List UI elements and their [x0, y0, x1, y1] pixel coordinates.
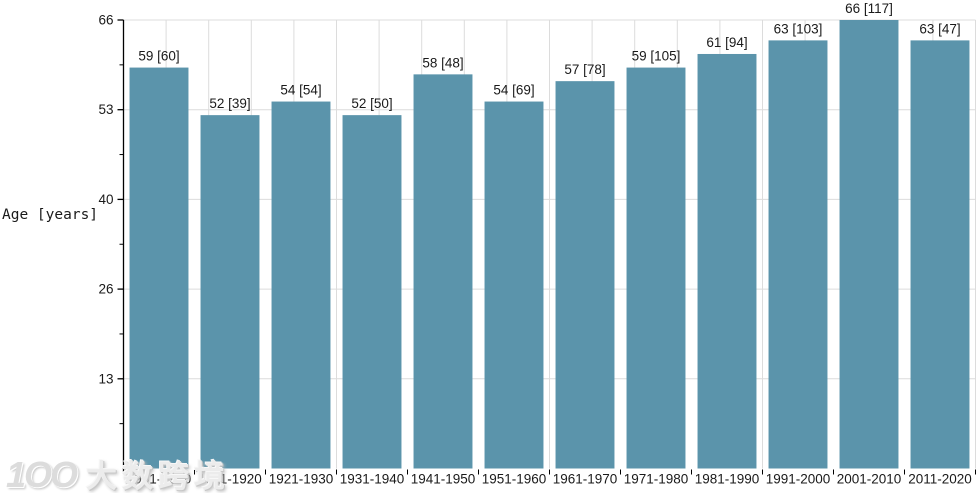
- x-axis-label: 1941-1950: [411, 472, 476, 487]
- bar-1921-1930[interactable]: [271, 101, 331, 469]
- x-axis-label: 1971-1980: [624, 472, 689, 487]
- x-axis-label: 1921-1930: [269, 472, 334, 487]
- bar-1991-2000[interactable]: [768, 40, 828, 469]
- bar-value-label: 61 [94]: [706, 35, 747, 50]
- bar-value-label: 57 [78]: [564, 62, 605, 77]
- y-axis-tick-label: 53: [98, 102, 113, 117]
- x-axis-label: 1991-2000: [766, 472, 831, 487]
- x-axis-label: 1911-1920: [198, 472, 262, 487]
- bar-1931-1940[interactable]: [342, 115, 402, 469]
- x-axis-label: 1981-1990: [695, 472, 760, 487]
- bar-2011-2020[interactable]: [910, 40, 970, 469]
- x-axis-label: 1961-1970: [553, 472, 618, 487]
- x-axis-label: 1951-1960: [482, 472, 547, 487]
- bar-value-label: 52 [39]: [209, 96, 250, 111]
- bar-value-label: 63 [47]: [919, 21, 960, 36]
- bar-1941-1950[interactable]: [413, 74, 473, 469]
- y-axis-tick-label: 26: [98, 282, 113, 297]
- bar-1961-1970[interactable]: [555, 81, 615, 469]
- bar-1911-1920[interactable]: [200, 115, 260, 469]
- y-axis-tick-label: 13: [98, 371, 113, 386]
- y-axis-title: Age [years]: [2, 207, 99, 223]
- bar-value-label: 54 [54]: [280, 83, 321, 98]
- x-axis-label: 1901-1910: [127, 472, 192, 487]
- bar-value-label: 66 [117]: [845, 1, 893, 16]
- x-axis-label: 2001-2010: [837, 472, 902, 487]
- x-axis-label: 2011-2020: [908, 472, 972, 487]
- bar-value-label: 58 [48]: [422, 55, 463, 70]
- bar-value-label: 59 [105]: [632, 49, 681, 64]
- bar-1901-1910[interactable]: [129, 67, 189, 469]
- y-axis-tick-label: 66: [98, 13, 113, 28]
- bar-1981-1990[interactable]: [697, 53, 757, 469]
- bar-2001-2010[interactable]: [839, 20, 899, 469]
- x-axis-label: 1931-1940: [340, 472, 405, 487]
- bar-value-label: 52 [50]: [351, 96, 392, 111]
- bar-value-label: 63 [103]: [774, 21, 823, 36]
- bar-value-label: 59 [60]: [138, 49, 179, 64]
- bar-1971-1980[interactable]: [626, 67, 686, 469]
- bar-value-label: 54 [69]: [493, 83, 534, 98]
- y-axis-tick-label: 40: [98, 192, 113, 207]
- bar-1951-1960[interactable]: [484, 101, 544, 469]
